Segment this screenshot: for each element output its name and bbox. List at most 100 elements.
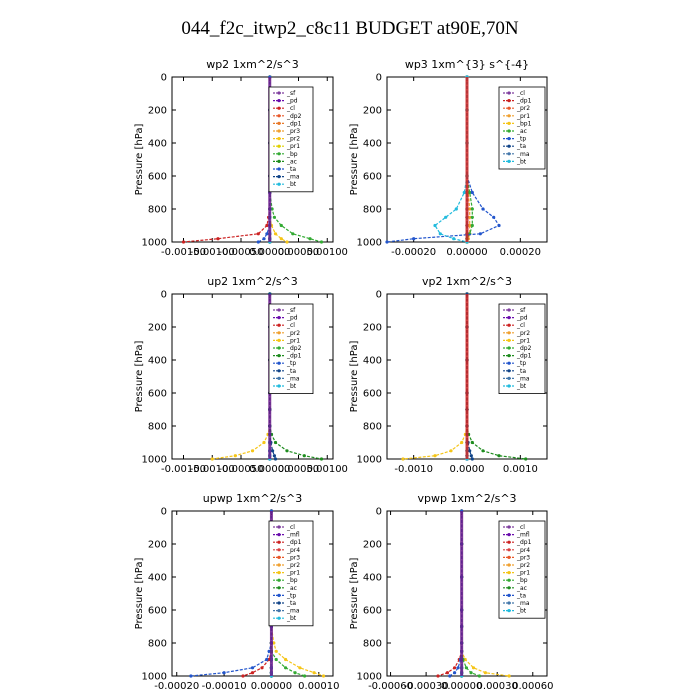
legend-marker xyxy=(507,354,511,358)
x-tick-label: -0.00150 xyxy=(161,247,206,258)
legend-entry: _pr2 xyxy=(516,330,530,337)
legend-marker xyxy=(507,533,511,537)
legend-entry: _bt xyxy=(516,608,527,615)
legend-marker xyxy=(277,548,281,552)
legend-marker xyxy=(507,144,511,148)
plot-frame xyxy=(171,293,334,460)
series-line-pr1 xyxy=(402,294,468,460)
legend-entry: _ta xyxy=(286,368,296,375)
legend-marker xyxy=(277,159,281,163)
legend-marker xyxy=(277,137,281,141)
data-point xyxy=(319,240,324,244)
panel-title: vpwp 1xm^2/s^3 xyxy=(417,492,516,505)
data-point xyxy=(401,457,405,461)
legend-entry: _dp1 xyxy=(286,120,302,127)
y-axis-label: Pressure [hPa] xyxy=(134,124,145,196)
plot-frame xyxy=(171,510,334,677)
legend-marker xyxy=(277,106,281,110)
y-tick-label: 400 xyxy=(148,356,167,367)
data-point xyxy=(470,223,474,228)
data-point xyxy=(265,223,269,228)
legend-entry: _ma xyxy=(516,375,530,382)
data-point xyxy=(250,666,255,670)
y-tick-label: 800 xyxy=(148,639,167,650)
data-point xyxy=(507,674,511,678)
legend-entry: _cl xyxy=(286,524,295,531)
legend-entry: _bt xyxy=(516,158,527,165)
data-point xyxy=(267,657,271,662)
x-tick-label: -0.00020 xyxy=(391,247,436,258)
legend-marker xyxy=(507,316,511,320)
data-point xyxy=(470,440,474,445)
data-point xyxy=(265,232,269,236)
legend-marker xyxy=(277,601,281,605)
data-point xyxy=(470,207,474,211)
legend-entry: _pd xyxy=(286,98,298,105)
legend-marker xyxy=(507,323,511,327)
data-point xyxy=(262,440,266,445)
y-tick-label: 1000 xyxy=(357,672,382,683)
data-point xyxy=(436,674,440,678)
legend-entry: _cl xyxy=(516,90,525,97)
legend-entry: _ma xyxy=(516,600,530,607)
series-line-dp1 xyxy=(437,511,463,677)
legend-marker xyxy=(277,384,281,388)
legend-marker xyxy=(277,91,281,95)
data-point xyxy=(302,454,306,458)
y-axis-label: Pressure [hPa] xyxy=(134,558,145,630)
data-point xyxy=(464,666,468,670)
legend-entry: _cl xyxy=(286,322,295,329)
legend-marker xyxy=(277,586,281,590)
data-point xyxy=(433,454,437,458)
data-point xyxy=(210,457,214,461)
data-point xyxy=(284,666,288,670)
panel-title: vp2 1xm^2/s^3 xyxy=(422,275,512,288)
y-tick-label: 400 xyxy=(148,573,167,584)
legend-entry: _ta xyxy=(516,143,526,150)
y-axis-label: Pressure [hPa] xyxy=(134,341,145,413)
data-point xyxy=(470,190,474,195)
legend-entry: _dp1 xyxy=(286,539,302,546)
legend-entry: _bp xyxy=(286,151,298,158)
legend-marker xyxy=(507,129,511,133)
x-tick-label: 0.00000 xyxy=(441,681,482,692)
data-point xyxy=(462,190,466,195)
x-tick-label: 0.00100 xyxy=(307,247,348,258)
chart-panel-4: vp2 1xm^2/s^3 Pressure [hPa] 0 200 400 600 800… xyxy=(349,275,548,475)
x-tick-label: -0.00010 xyxy=(202,681,247,692)
data-point xyxy=(471,666,476,670)
chart-panel-1: wp2 1xm^2/s^3 Pressure [hPa] 0 200 400 600 800… xyxy=(134,58,348,258)
data-point xyxy=(468,190,472,195)
data-point xyxy=(453,666,457,670)
legend-marker xyxy=(507,308,511,312)
legend-marker xyxy=(277,616,281,620)
x-tick-label: -0.00050 xyxy=(219,247,264,258)
data-point xyxy=(469,671,473,675)
legend-entry: _pr4 xyxy=(516,547,530,554)
legend-marker xyxy=(507,137,511,141)
data-point xyxy=(250,671,255,675)
legend-marker xyxy=(277,525,281,529)
legend-marker xyxy=(507,593,511,598)
legend-marker xyxy=(277,316,281,320)
y-tick-label: 600 xyxy=(363,172,382,183)
legend-box xyxy=(268,520,314,627)
data-point xyxy=(272,215,276,219)
legend-entry: _bt xyxy=(516,383,527,390)
legend-marker xyxy=(507,578,511,582)
legend-marker xyxy=(277,175,281,179)
data-point xyxy=(262,237,266,241)
legend-marker xyxy=(507,548,511,552)
y-axis-label: Pressure [hPa] xyxy=(349,124,360,196)
data-point xyxy=(265,657,269,662)
data-point xyxy=(452,237,456,241)
x-tick-label: 0.0000 xyxy=(450,464,485,475)
legend-marker xyxy=(507,114,511,118)
legend-marker xyxy=(507,91,511,95)
data-point xyxy=(454,207,458,211)
legend-entry: _dp2 xyxy=(286,345,302,352)
data-point xyxy=(189,674,193,678)
y-tick-label: 400 xyxy=(363,356,382,367)
legend-marker xyxy=(277,167,281,171)
legend-entry: _dp1 xyxy=(516,98,532,105)
